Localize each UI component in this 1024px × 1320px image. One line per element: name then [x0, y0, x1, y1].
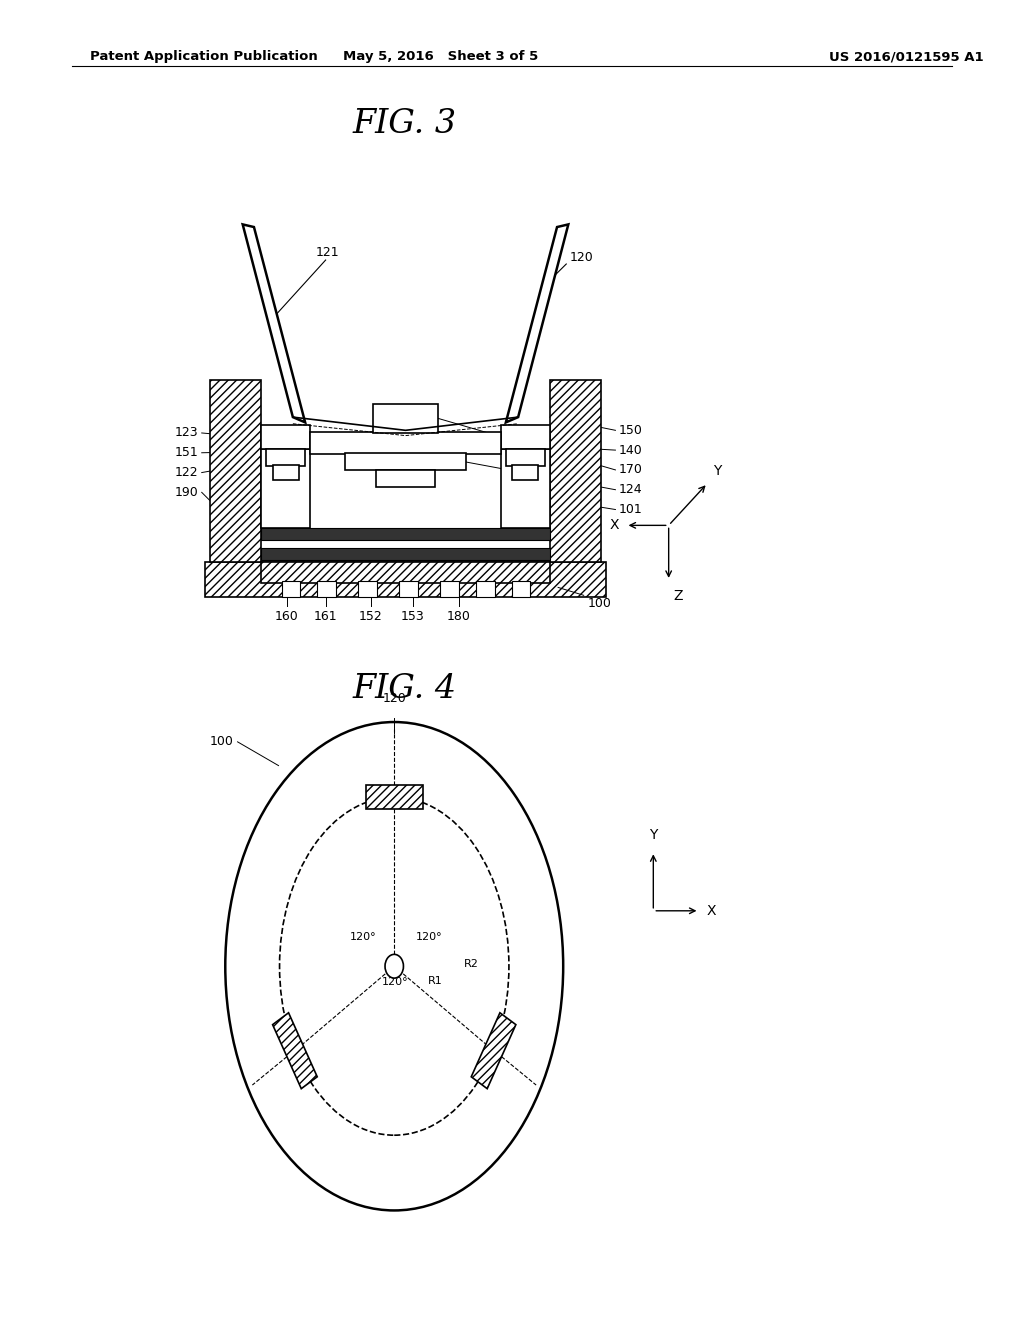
Bar	[282, 581, 300, 597]
Text: 100: 100	[210, 735, 233, 748]
Bar	[310, 432, 501, 454]
Text: FIG. 3: FIG. 3	[352, 108, 457, 140]
Bar	[345, 453, 466, 470]
Bar	[205, 562, 606, 597]
Bar	[501, 449, 550, 528]
Text: 170: 170	[618, 463, 642, 477]
Bar	[210, 380, 261, 562]
Bar	[512, 465, 538, 480]
Bar	[440, 581, 459, 597]
Bar	[261, 528, 550, 540]
Text: 100: 100	[588, 597, 611, 610]
Text: 120°: 120°	[416, 932, 442, 942]
Text: 101: 101	[618, 503, 642, 516]
Bar	[376, 470, 435, 487]
Text: 124: 124	[618, 483, 642, 496]
Text: May 5, 2016   Sheet 3 of 5: May 5, 2016 Sheet 3 of 5	[343, 50, 538, 63]
Bar	[506, 449, 545, 466]
Bar	[399, 581, 418, 597]
Bar	[273, 465, 299, 480]
Text: X: X	[707, 904, 716, 917]
Polygon shape	[243, 224, 305, 422]
Text: FIG. 4: FIG. 4	[352, 673, 457, 705]
Ellipse shape	[225, 722, 563, 1210]
Text: 152: 152	[358, 610, 383, 623]
Text: Z: Z	[674, 589, 683, 603]
Bar	[261, 425, 310, 449]
Text: 190: 190	[175, 486, 199, 499]
Polygon shape	[506, 224, 568, 422]
Text: X: X	[610, 519, 620, 532]
Bar	[512, 581, 530, 597]
Text: 121: 121	[315, 246, 340, 259]
Text: 122: 122	[175, 466, 199, 479]
Ellipse shape	[280, 797, 509, 1135]
Text: 123: 123	[175, 426, 199, 440]
Text: Patent Application Publication: Patent Application Publication	[90, 50, 317, 63]
Bar	[476, 581, 495, 597]
Text: 150: 150	[618, 424, 642, 437]
Bar	[373, 404, 438, 433]
Polygon shape	[272, 1012, 317, 1089]
Text: 151: 151	[175, 446, 199, 459]
Text: US 2016/0121595 A1: US 2016/0121595 A1	[829, 50, 984, 63]
Text: 120: 120	[569, 251, 593, 264]
Polygon shape	[366, 785, 423, 809]
Bar	[266, 449, 305, 466]
Text: 120°: 120°	[382, 977, 409, 987]
Text: 180: 180	[446, 610, 471, 623]
Text: 153: 153	[400, 610, 425, 623]
Text: R2: R2	[464, 958, 479, 969]
Text: 160: 160	[274, 610, 299, 623]
Bar	[501, 425, 550, 449]
Bar	[317, 581, 336, 597]
Ellipse shape	[385, 954, 403, 978]
Text: Y: Y	[649, 828, 657, 842]
Text: 161: 161	[313, 610, 338, 623]
Bar	[261, 548, 550, 560]
Text: R1: R1	[428, 975, 442, 986]
Bar	[358, 581, 377, 597]
Text: 140: 140	[618, 444, 642, 457]
Text: Y: Y	[713, 463, 721, 478]
Bar	[261, 562, 550, 583]
Text: 120°: 120°	[350, 932, 377, 942]
Bar	[550, 380, 601, 562]
Text: 120: 120	[382, 692, 407, 705]
Polygon shape	[471, 1012, 516, 1089]
Bar	[261, 449, 310, 528]
